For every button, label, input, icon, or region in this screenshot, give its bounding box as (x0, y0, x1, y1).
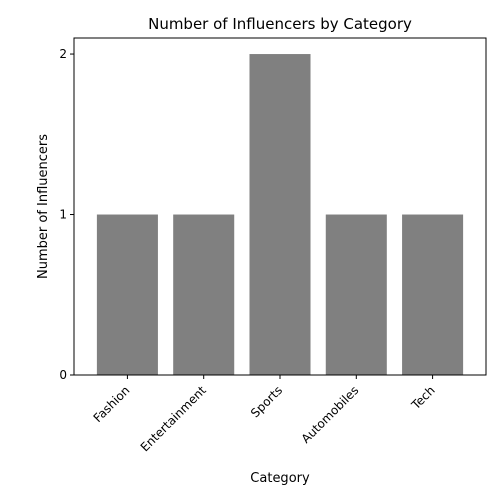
x-tick-label-automobiles: Automobiles (299, 383, 362, 446)
x-axis-title: Category (250, 471, 310, 486)
x-tick-label-entertainment: Entertainment (138, 383, 209, 454)
y-axis-title: Number of Influencers (36, 134, 51, 279)
chart-title: Number of Influencers by Category (148, 15, 412, 33)
x-tick-label-tech: Tech (408, 383, 438, 413)
y-tick-label-0: 0 (59, 368, 67, 382)
plot-frame (73, 37, 487, 376)
bar-tech (402, 214, 464, 375)
bars-group (96, 54, 464, 376)
bar-sports (249, 54, 311, 376)
y-tick-label-2: 2 (59, 47, 67, 61)
bar-automobiles (325, 214, 387, 375)
x-axis-ticks: Fashion Entertainment Sports Automobiles Tec… (91, 375, 438, 454)
y-tick-label-1: 1 (59, 208, 67, 222)
x-tick-label-fashion: Fashion (91, 383, 133, 425)
bar-entertainment (173, 214, 235, 375)
y-axis-ticks: 0 1 2 (59, 47, 74, 382)
bar-fashion (96, 214, 158, 375)
x-tick-label-sports: Sports (248, 383, 285, 420)
